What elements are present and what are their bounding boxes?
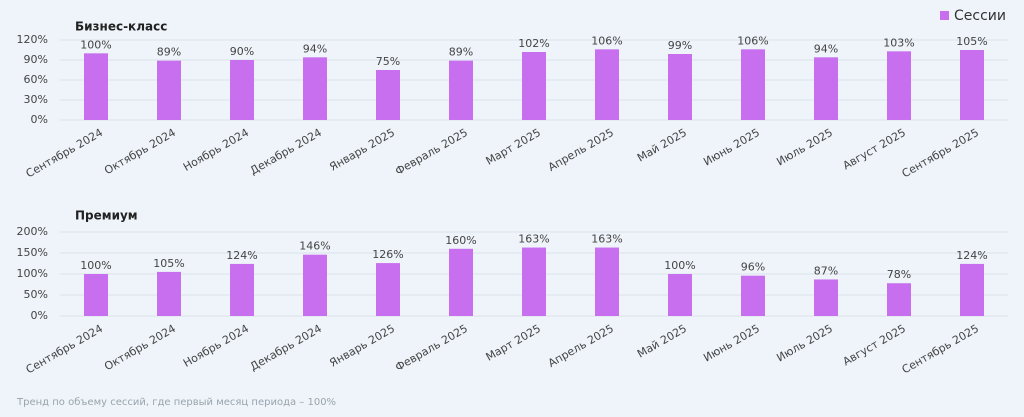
bar xyxy=(449,248,473,316)
bar xyxy=(303,254,327,316)
value-label: 105% xyxy=(956,35,987,48)
value-label: 75% xyxy=(376,55,400,68)
x-tick-label: Ноябрь 2024 xyxy=(181,322,251,370)
bar xyxy=(741,275,765,316)
y-tick-label: 0% xyxy=(31,113,48,126)
value-label: 102% xyxy=(518,37,549,50)
x-tick-label: Февраль 2025 xyxy=(393,322,470,374)
value-label: 94% xyxy=(814,42,838,55)
value-label: 126% xyxy=(372,248,403,261)
footnote: Тренд по объему сессий, где первый месяц… xyxy=(16,397,336,408)
y-tick-label: 30% xyxy=(24,93,48,106)
bar xyxy=(449,60,473,120)
x-tick-label: Апрель 2025 xyxy=(546,322,616,370)
value-label: 100% xyxy=(80,259,111,272)
x-tick-label: Сентябрь 2025 xyxy=(900,126,981,180)
value-label: 99% xyxy=(668,39,692,52)
x-tick-label: Июнь 2025 xyxy=(701,322,762,365)
value-label: 124% xyxy=(226,249,257,262)
x-tick-label: Август 2025 xyxy=(841,126,908,172)
legend-swatch xyxy=(940,11,949,20)
bar xyxy=(303,57,327,120)
x-tick-label: Сентябрь 2024 xyxy=(24,322,105,376)
bar xyxy=(376,263,400,316)
y-tick-label: 90% xyxy=(24,53,48,66)
x-tick-label: Июль 2025 xyxy=(774,322,835,365)
x-tick-label: Декабрь 2024 xyxy=(248,126,324,178)
value-label: 89% xyxy=(449,46,473,59)
bar xyxy=(960,263,984,316)
bar xyxy=(814,279,838,316)
value-label: 87% xyxy=(814,264,838,277)
value-label: 160% xyxy=(445,234,476,247)
bar xyxy=(230,60,254,120)
value-label: 105% xyxy=(153,257,184,270)
bar xyxy=(157,271,181,316)
value-label: 96% xyxy=(741,261,765,274)
x-tick-label: Октябрь 2024 xyxy=(102,126,178,177)
value-label: 124% xyxy=(956,249,987,262)
bar xyxy=(887,283,911,316)
value-label: 94% xyxy=(303,42,327,55)
value-label: 100% xyxy=(80,38,111,51)
y-tick-label: 120% xyxy=(17,33,48,46)
bar xyxy=(84,53,108,121)
x-tick-label: Май 2025 xyxy=(635,126,689,165)
x-tick-label: Март 2025 xyxy=(484,126,543,168)
value-label: 106% xyxy=(737,34,768,47)
legend-label: Сессии xyxy=(954,8,1006,24)
x-tick-label: Июль 2025 xyxy=(774,126,835,169)
x-tick-label: Январь 2025 xyxy=(327,126,397,174)
value-label: 163% xyxy=(591,233,622,246)
x-tick-label: Январь 2025 xyxy=(327,322,397,370)
x-tick-label: Май 2025 xyxy=(635,322,689,361)
value-label: 106% xyxy=(591,34,622,47)
bar xyxy=(595,49,619,121)
x-tick-label: Июнь 2025 xyxy=(701,126,762,169)
bar xyxy=(595,247,619,316)
bar xyxy=(376,70,400,120)
x-tick-label: Ноябрь 2024 xyxy=(181,126,251,174)
bar xyxy=(522,52,546,120)
x-tick-label: Февраль 2025 xyxy=(393,126,470,178)
x-tick-label: Март 2025 xyxy=(484,322,543,364)
y-tick-label: 100% xyxy=(17,267,48,280)
bar xyxy=(814,57,838,120)
x-tick-label: Август 2025 xyxy=(841,322,908,368)
value-label: 163% xyxy=(518,233,549,246)
value-label: 146% xyxy=(299,240,330,253)
bar xyxy=(230,263,254,316)
value-label: 103% xyxy=(883,36,914,49)
bar xyxy=(887,51,911,121)
value-label: 78% xyxy=(887,268,911,281)
x-tick-label: Сентябрь 2024 xyxy=(24,126,105,180)
x-tick-label: Апрель 2025 xyxy=(546,126,616,174)
value-label: 100% xyxy=(664,259,695,272)
bar xyxy=(157,60,181,120)
y-tick-label: 200% xyxy=(17,225,48,238)
bar xyxy=(960,50,984,120)
y-tick-label: 150% xyxy=(17,246,48,259)
x-tick-label: Октябрь 2024 xyxy=(102,322,178,373)
bar xyxy=(668,54,692,120)
value-label: 89% xyxy=(157,46,181,59)
y-tick-label: 0% xyxy=(31,309,48,322)
x-tick-label: Сентябрь 2025 xyxy=(900,322,981,376)
y-tick-label: 50% xyxy=(24,288,48,301)
bar xyxy=(741,49,765,121)
chart-title: Премиум xyxy=(75,209,138,223)
bar xyxy=(522,247,546,316)
bar xyxy=(668,274,692,316)
value-label: 90% xyxy=(230,45,254,58)
x-tick-label: Декабрь 2024 xyxy=(248,322,324,374)
bar xyxy=(84,274,108,316)
chart-title: Бизнес-класс xyxy=(75,20,167,34)
y-tick-label: 60% xyxy=(24,73,48,86)
